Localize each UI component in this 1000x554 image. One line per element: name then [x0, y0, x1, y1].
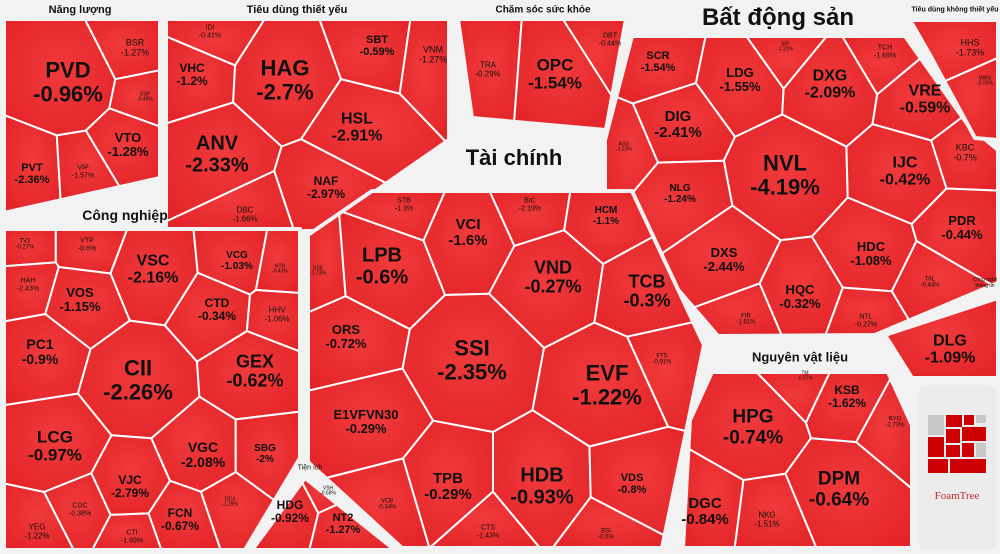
foamtree-logo-icon — [928, 415, 986, 473]
group-title-tien-ich: Tiện ích — [297, 464, 323, 472]
group-tieu-dung-khong-thiet-yeu — [908, 18, 1000, 142]
group-border — [306, 189, 706, 550]
group-tien-ich — [250, 476, 397, 552]
group-title-cong-nghe-thong-tin: Công nghệ thông tin — [972, 277, 998, 289]
group-title-tieu-dung-khong-thiet-yeu: Tiêu dùng không thiết yếu — [911, 6, 999, 14]
group-title-cong-nghiep: Công nghiệp — [82, 207, 168, 223]
group-title-nguyen-vat-lieu: Nguyên vật liệu — [751, 349, 849, 365]
group-tieu-dung-thiet-yeu — [164, 17, 451, 233]
group-border — [603, 34, 1000, 338]
group-tai-chinh — [306, 189, 706, 550]
foamtree-logo: FoamTree — [918, 385, 996, 550]
group-border — [250, 476, 397, 552]
group-cong-nghiep — [2, 227, 302, 552]
cell-tv2[interactable] — [3, 228, 57, 268]
group-title-cham-soc-suc-khoe: Chăm sóc sức khỏe — [495, 4, 591, 16]
group-border — [883, 296, 1000, 380]
group-cham-soc-suc-khoe — [456, 17, 628, 132]
group-border — [2, 17, 162, 215]
foamtree-logo-text: FoamTree — [934, 490, 980, 502]
group-border — [164, 17, 451, 233]
group-bat-dong-san — [603, 34, 1000, 338]
group-title-nang-luong: Năng lượng — [48, 4, 112, 16]
group-border — [908, 18, 1000, 142]
group-nguyen-vat-lieu — [681, 370, 914, 550]
group-nang-luong — [2, 17, 162, 215]
group-title-bat-dong-san: Bất động sản — [701, 4, 855, 31]
group-border — [2, 227, 302, 552]
cell-tra[interactable] — [457, 18, 523, 123]
group-cong-nghe-thong-tin — [883, 296, 1000, 380]
group-border — [681, 370, 914, 550]
group-title-tieu-dung-thiet-yeu: Tiêu dùng thiết yếu — [246, 4, 348, 16]
group-title-tai-chinh: Tài chính — [465, 145, 563, 170]
